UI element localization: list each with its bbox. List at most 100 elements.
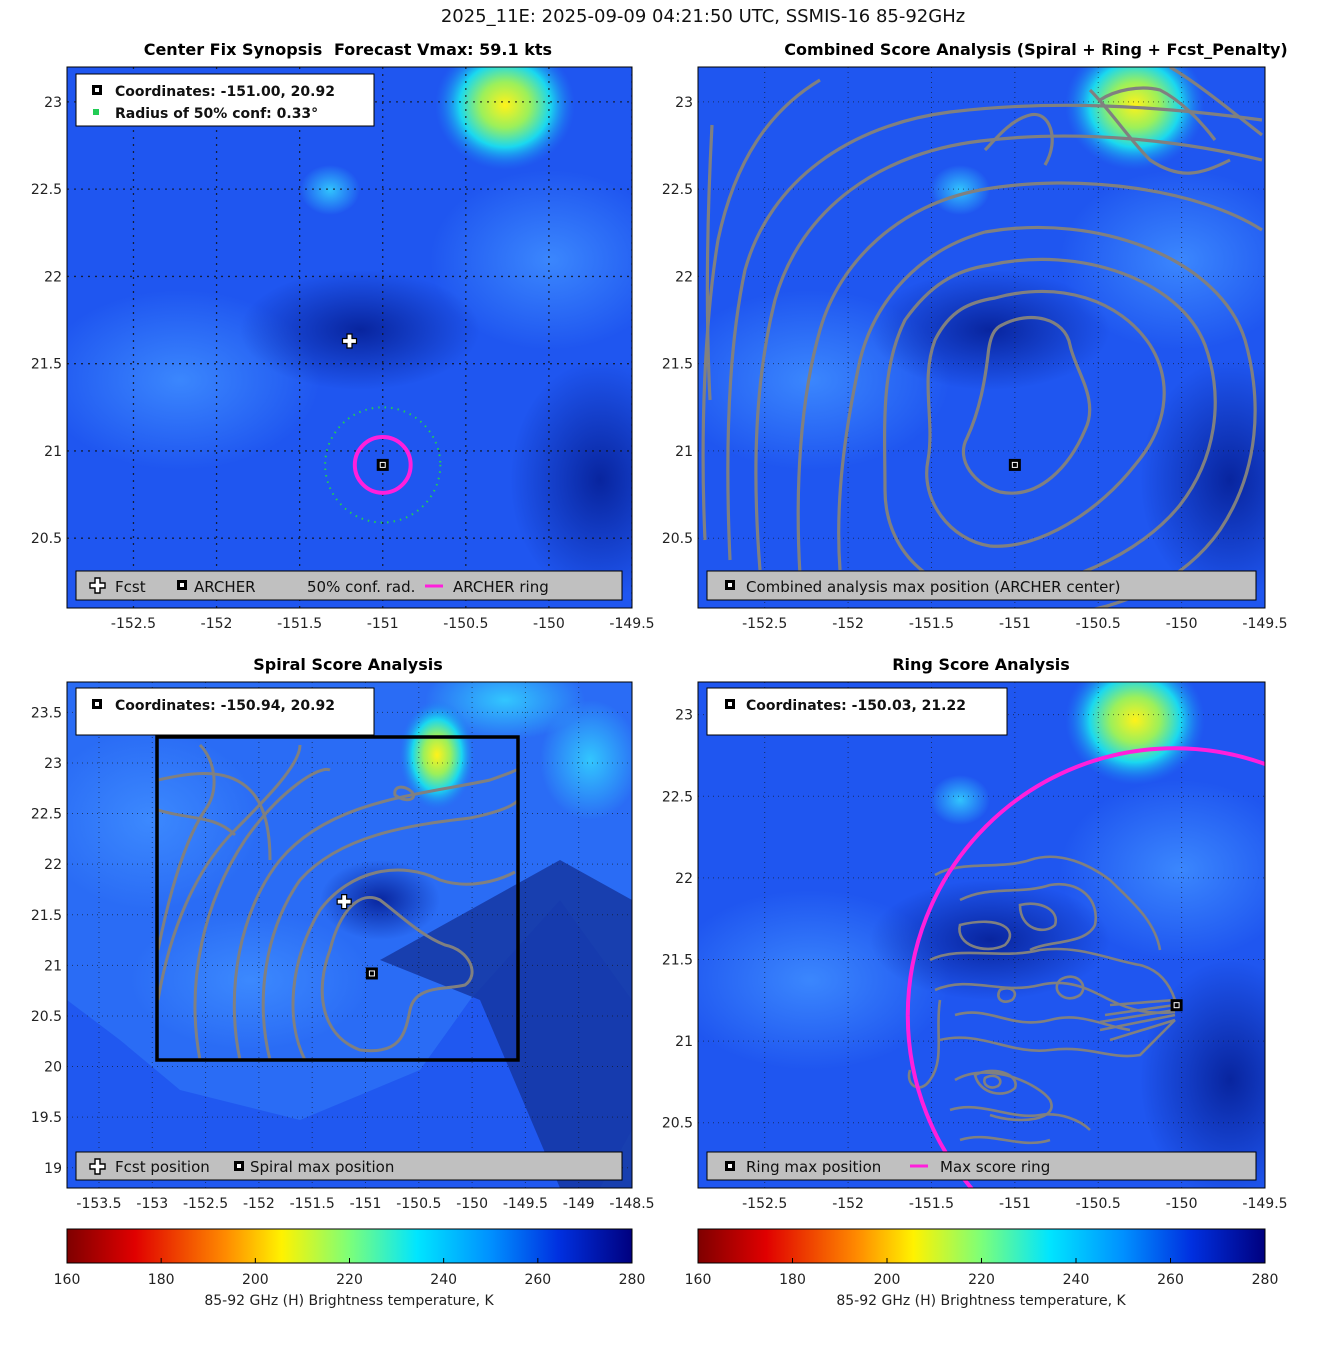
colorbar-tick-label: 200 (242, 1272, 269, 1288)
colorbar-tick-label: 240 (1063, 1272, 1090, 1288)
x-tick-label: -152.5 (183, 1196, 228, 1212)
fcst-marker (341, 333, 358, 349)
synopsis-legend (75, 570, 623, 601)
x-tick-label: -150.5 (443, 616, 488, 632)
x-tick-label: -153 (136, 1196, 168, 1212)
x-tick-label: -150.5 (1076, 1196, 1121, 1212)
y-tick-label: 21.5 (31, 908, 62, 924)
combined-axes-frame (697, 66, 1266, 609)
x-tick-label: -149.5 (503, 1196, 548, 1212)
ring-title: Ring Score Analysis (892, 655, 1070, 674)
y-tick-label: 21.5 (662, 952, 693, 968)
y-tick-label: 21 (675, 444, 693, 460)
panel-ring-score: Ring Score Analysis (662, 655, 1288, 1212)
ring-heatmap (698, 682, 1265, 1188)
archer-center-marker-inner (379, 461, 386, 468)
combined-title: Combined Score Analysis (Spiral + Ring +… (784, 40, 1287, 59)
y-tick-label: 23 (675, 95, 693, 111)
colorbar-left-ticks: 160 180 200 220 240 260 280 (54, 1258, 645, 1288)
spiral-coordinates: Coordinates: -150.94, 20.92 (115, 698, 335, 714)
spiral-axis-ticks: -153.5 -153 -152.5 -152 -151.5 -151 -150.5 -150… (31, 705, 655, 1212)
spiral-search-box (155, 735, 520, 1062)
colorbar-tick-label: 200 (874, 1272, 901, 1288)
x-tick-label: -149.5 (1242, 616, 1287, 632)
synopsis-axis-ticks: -152.5 -152 -151.5 -151 -150.5 -150 -149.5 20.5… (31, 95, 655, 632)
x-tick-label: -149 (563, 1196, 595, 1212)
spiral-max-marker (365, 967, 378, 980)
combined-markers (1008, 458, 1021, 471)
y-tick-label: 21 (44, 444, 62, 460)
combined-max-marker-inner (1011, 461, 1018, 468)
synopsis-heatmap (67, 67, 632, 608)
x-tick-label: -150 (1166, 616, 1198, 632)
colorbar-tick-label: 180 (148, 1272, 175, 1288)
x-tick-label: -150.5 (396, 1196, 441, 1212)
y-tick-label: 20.5 (662, 531, 693, 547)
x-tick-label: -152.5 (742, 616, 787, 632)
combined-axis-ticks: -152.5 -152 -151.5 -151 -150.5 -150 -149.5 20.5… (662, 95, 1288, 632)
x-tick-label: -150 (456, 1196, 488, 1212)
conf-radius-circle (324, 406, 442, 524)
x-tick-label: -148.5 (609, 1196, 654, 1212)
archer-center-marker (376, 458, 389, 471)
colorbar-tick-label: 260 (524, 1272, 551, 1288)
legend-combined-max: Combined analysis max position (ARCHER c… (746, 578, 1120, 596)
colorbar-right-label: 85-92 GHz (H) Brightness temperature, K (836, 1293, 1126, 1309)
y-tick-label: 23 (44, 95, 62, 111)
x-tick-label: -149.5 (609, 616, 654, 632)
spiral-max-marker-inner (368, 970, 375, 977)
spiral-title: Spiral Score Analysis (253, 655, 443, 674)
combined-legend (706, 570, 1257, 601)
synopsis-radius: Radius of 50% conf: 0.33° (115, 106, 318, 122)
legend-conf-rad: 50% conf. rad. (307, 578, 415, 596)
synopsis-title: Center Fix Synopsis (144, 40, 323, 59)
fcst-position-legend-icon (89, 1158, 106, 1175)
colorbar-tick-label: 220 (968, 1272, 995, 1288)
legend-max-score-ring: Max score ring (940, 1158, 1050, 1176)
x-tick-label: -152 (832, 616, 864, 632)
y-tick-label: 21 (44, 958, 62, 974)
y-tick-label: 20.5 (662, 1116, 693, 1132)
colorbar-left: 160 180 200 220 240 260 280 85-92 GHz (H) Brig… (54, 1228, 645, 1309)
ring-max-marker-inner (1173, 1002, 1180, 1009)
x-tick-label: -149.5 (1242, 1196, 1287, 1212)
y-tick-label: 22 (675, 269, 693, 285)
panel-combined-score: Combined Score Analysis (Spiral + Ring +… (662, 40, 1288, 632)
panel-spiral-score: Spiral Score Analysis (31, 655, 655, 1212)
y-tick-label: 19 (44, 1161, 62, 1177)
y-tick-label: 19.5 (31, 1110, 62, 1126)
x-tick-label: -151 (999, 616, 1031, 632)
legend-archer-ring: ARCHER ring (453, 578, 549, 596)
x-tick-label: -151.5 (277, 616, 322, 632)
legend-archer: ARCHER (194, 578, 256, 596)
x-tick-label: -151.5 (909, 616, 954, 632)
ring-info-box (706, 687, 1008, 736)
y-tick-label: 20 (44, 1060, 62, 1076)
archer-ring (352, 434, 413, 495)
spiral-contours (156, 743, 520, 1061)
synopsis-coordinates: Coordinates: -151.00, 20.92 (115, 84, 335, 100)
y-tick-label: 22.5 (662, 789, 693, 805)
x-tick-label: -151 (350, 1196, 382, 1212)
x-tick-label: -151.5 (909, 1196, 954, 1212)
fcst-plus-icon (89, 577, 106, 594)
fcst-position-marker (336, 894, 352, 910)
colorbar-left-gradient (66, 1228, 633, 1264)
ring-markers (1170, 999, 1183, 1012)
ring-axis-ticks: -152.5 -152 -151.5 -151 -150.5 -150 -149.5 20.5… (662, 708, 1288, 1212)
x-tick-label: -152 (201, 616, 233, 632)
x-tick-label: -151 (367, 616, 399, 632)
y-tick-label: 22.5 (662, 182, 693, 198)
colorbar-tick-label: 160 (54, 1272, 81, 1288)
synopsis-info-box (75, 73, 375, 127)
conf-radius-marker-icon (93, 109, 99, 115)
max-score-ring (905, 746, 1265, 1188)
y-tick-label: 21.5 (31, 357, 62, 373)
colorbar-tick-label: 260 (1157, 1272, 1184, 1288)
synopsis-markers (324, 333, 442, 524)
colorbar-tick-label: 280 (1252, 1272, 1279, 1288)
y-tick-label: 21 (675, 1034, 693, 1050)
y-tick-label: 22.5 (31, 807, 62, 823)
combined-contours (701, 67, 1263, 608)
colorbar-tick-label: 180 (779, 1272, 806, 1288)
